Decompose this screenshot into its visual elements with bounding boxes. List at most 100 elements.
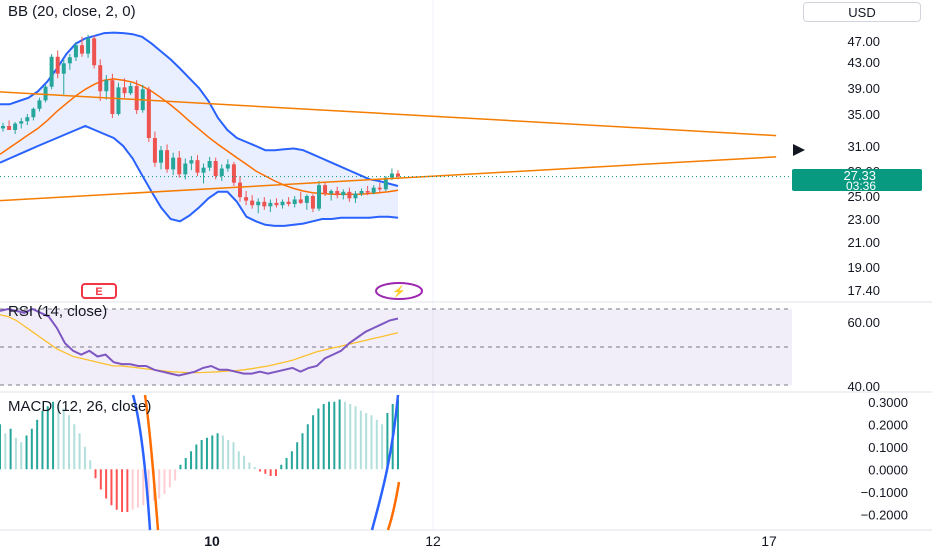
candle	[159, 146, 163, 170]
macd-tick-label: 0.2000	[868, 417, 908, 432]
rsi-axis[interactable]: 60.00 40.00	[847, 315, 880, 394]
rsi-moving-average-line	[0, 314, 399, 374]
last-price-value: 27.33	[843, 168, 876, 183]
candle	[98, 59, 103, 101]
macd-histogram	[0, 399, 399, 512]
candle	[183, 158, 188, 180]
signal-line-left	[143, 394, 160, 531]
candle	[122, 78, 127, 98]
candle	[1, 122, 5, 132]
candle	[274, 198, 279, 208]
candle	[152, 131, 157, 167]
descending-trendline[interactable]	[0, 91, 777, 137]
time-label-day-10: 10	[204, 533, 220, 549]
candle	[25, 114, 30, 126]
candle	[80, 36, 84, 57]
candle	[377, 182, 382, 192]
bollinger-basis-line	[0, 78, 399, 196]
price-axis[interactable]: 47.0043.0039.0035.0031.0028.0025.0023.00…	[847, 34, 880, 298]
candle	[231, 161, 236, 186]
price-tick-label: 35.00	[847, 107, 880, 122]
candle	[49, 54, 54, 90]
grid	[0, 0, 932, 531]
macd-tick-label: −0.1000	[861, 485, 908, 500]
candle	[323, 181, 328, 196]
trendline-end-arrow-icon	[793, 144, 805, 156]
currency-selector[interactable]: USD	[803, 2, 921, 22]
macd-tick-label: 0.3000	[868, 395, 908, 410]
macd-tick-label: 0.1000	[868, 440, 908, 455]
candle	[250, 195, 255, 209]
bar-countdown: 03:36	[846, 179, 876, 193]
macd-tick-label: 0.0000	[868, 462, 908, 477]
macd-pane[interactable]	[0, 394, 401, 531]
earnings-marker-label: E	[95, 286, 102, 298]
price-tick-label: 21.00	[847, 235, 880, 250]
time-axis[interactable]: 10 12 17	[204, 533, 777, 549]
candle	[189, 156, 194, 171]
price-pane[interactable]	[0, 31, 792, 227]
candle	[262, 197, 267, 210]
candle	[371, 185, 376, 195]
candle	[19, 118, 24, 129]
ascending-trendline[interactable]	[0, 156, 777, 202]
candle	[298, 191, 303, 205]
candle	[201, 163, 206, 184]
candle	[213, 157, 218, 180]
candle	[31, 107, 36, 121]
price-tick-label: 31.00	[847, 139, 880, 154]
bb-legend[interactable]: BB (20, close, 2, 0)	[8, 3, 136, 20]
candle	[244, 191, 249, 206]
candle	[171, 152, 176, 176]
candle	[43, 84, 48, 103]
last-price-label: 27.33 03:36	[792, 168, 922, 193]
candle	[304, 194, 309, 210]
candle	[317, 181, 321, 211]
price-tick-label: 23.00	[847, 212, 880, 227]
candle	[329, 189, 334, 201]
candle	[353, 191, 358, 203]
candle	[341, 189, 346, 200]
price-tick-label: 47.00	[847, 34, 880, 49]
candle	[86, 34, 91, 58]
candle	[359, 188, 364, 196]
price-tick-label: 19.00	[847, 260, 880, 275]
bollinger-lower-band	[0, 124, 399, 227]
candle	[37, 97, 42, 112]
candle	[146, 86, 151, 142]
rsi-legend[interactable]: RSI (14, close)	[8, 303, 107, 320]
macd-tick-label: −0.2000	[861, 507, 908, 522]
candle	[177, 151, 182, 178]
macd-axis[interactable]: 0.3000 0.2000 0.1000 0.0000 −0.1000 −0.2000	[861, 395, 908, 523]
candle	[365, 186, 370, 196]
candle	[128, 82, 133, 96]
macd-line-left	[131, 394, 152, 531]
time-label-day-12: 12	[425, 533, 441, 549]
rsi-tick-label: 60.00	[847, 315, 880, 330]
price-tick-label: 39.00	[847, 81, 880, 96]
candle	[165, 144, 170, 173]
macd-legend[interactable]: MACD (12, 26, close)	[8, 398, 151, 415]
candle	[7, 120, 12, 130]
rsi-pane[interactable]	[0, 307, 792, 386]
dividend-marker[interactable]: ⚡	[375, 282, 423, 300]
candle	[335, 186, 340, 199]
price-tick-label: 25.00	[847, 189, 880, 204]
candle	[55, 50, 60, 79]
candle	[225, 159, 230, 172]
price-tick-label: 43.00	[847, 55, 880, 70]
candle	[238, 176, 242, 202]
candle	[310, 194, 315, 213]
signal-line-right	[386, 481, 401, 531]
candle	[219, 164, 224, 181]
earnings-marker[interactable]: E	[81, 283, 117, 299]
lightning-icon: ⚡	[392, 285, 406, 298]
candle	[104, 75, 109, 100]
candle	[13, 122, 18, 134]
candlestick-series	[1, 34, 400, 214]
rsi-line	[0, 307, 399, 377]
candle	[92, 35, 97, 69]
candle	[134, 80, 139, 114]
rsi-tick-label: 40.00	[847, 379, 880, 394]
